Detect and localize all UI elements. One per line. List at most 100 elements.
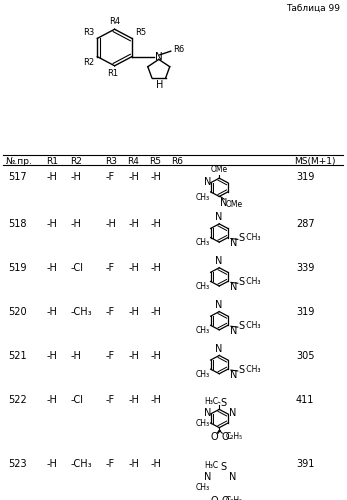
Text: -F: -F bbox=[105, 172, 115, 182]
Text: 391: 391 bbox=[296, 458, 314, 468]
Text: -H: -H bbox=[105, 220, 117, 230]
Text: -H: -H bbox=[47, 351, 58, 361]
Text: R3: R3 bbox=[105, 157, 117, 166]
Text: -H: -H bbox=[151, 351, 161, 361]
Text: R4: R4 bbox=[109, 18, 120, 26]
Text: R1: R1 bbox=[46, 157, 58, 166]
Text: -H: -H bbox=[128, 220, 139, 230]
Text: -H: -H bbox=[151, 458, 161, 468]
Text: N: N bbox=[214, 300, 222, 310]
Text: -H: -H bbox=[47, 220, 58, 230]
Text: R5: R5 bbox=[150, 157, 161, 166]
Text: -H: -H bbox=[71, 220, 82, 230]
Text: 319: 319 bbox=[296, 307, 314, 317]
Text: -CH₃: -CH₃ bbox=[71, 458, 92, 468]
Text: -F: -F bbox=[105, 263, 115, 273]
Text: -H: -H bbox=[151, 263, 161, 273]
Text: ·CH₃: ·CH₃ bbox=[244, 233, 260, 242]
Text: OMe: OMe bbox=[211, 164, 228, 173]
Text: -CH₃: -CH₃ bbox=[71, 307, 92, 317]
Text: -Cl: -Cl bbox=[71, 263, 84, 273]
Text: 411: 411 bbox=[296, 395, 314, 405]
Text: R6: R6 bbox=[171, 157, 184, 166]
Text: S: S bbox=[239, 278, 245, 287]
Text: N: N bbox=[204, 408, 212, 418]
Text: -H: -H bbox=[128, 263, 139, 273]
Text: S: S bbox=[239, 234, 245, 243]
Text: -H: -H bbox=[47, 458, 58, 468]
Text: 523: 523 bbox=[8, 458, 27, 468]
Text: CH₃: CH₃ bbox=[195, 326, 210, 335]
Text: S: S bbox=[220, 398, 226, 408]
Text: -F: -F bbox=[105, 307, 115, 317]
Text: -H: -H bbox=[71, 351, 82, 361]
Text: R4: R4 bbox=[128, 157, 139, 166]
Text: -H: -H bbox=[151, 395, 161, 405]
Text: -H: -H bbox=[128, 172, 139, 182]
Text: -H: -H bbox=[151, 172, 161, 182]
Text: S: S bbox=[220, 462, 226, 472]
Text: 287: 287 bbox=[296, 220, 315, 230]
Text: CH₃: CH₃ bbox=[195, 238, 210, 248]
Text: CH₃: CH₃ bbox=[195, 282, 210, 292]
Text: N: N bbox=[230, 282, 237, 292]
Text: H₃C: H₃C bbox=[204, 460, 218, 469]
Text: N: N bbox=[214, 212, 222, 222]
Text: N: N bbox=[214, 344, 222, 353]
Text: -H: -H bbox=[151, 220, 161, 230]
Text: ·CH₃: ·CH₃ bbox=[244, 321, 260, 330]
Text: -F: -F bbox=[105, 458, 115, 468]
Text: 517: 517 bbox=[8, 172, 27, 182]
Text: -F: -F bbox=[105, 395, 115, 405]
Text: OMe: OMe bbox=[225, 200, 242, 209]
Text: CH₃: CH₃ bbox=[195, 193, 210, 202]
Text: CH₃: CH₃ bbox=[195, 370, 210, 379]
Text: N: N bbox=[220, 198, 228, 208]
Text: ·CH₃: ·CH₃ bbox=[244, 277, 260, 286]
Text: O: O bbox=[221, 432, 229, 442]
Text: 319: 319 bbox=[296, 172, 314, 182]
Text: N: N bbox=[230, 326, 237, 336]
Text: -F: -F bbox=[105, 351, 115, 361]
Text: 339: 339 bbox=[296, 263, 314, 273]
Text: 305: 305 bbox=[296, 351, 314, 361]
Text: N: N bbox=[204, 472, 212, 482]
Text: R2: R2 bbox=[83, 58, 94, 66]
Text: N: N bbox=[230, 370, 237, 380]
Text: MS(M+1): MS(M+1) bbox=[294, 157, 336, 166]
Text: C₂H₅: C₂H₅ bbox=[225, 496, 243, 500]
Text: -H: -H bbox=[47, 172, 58, 182]
Text: №.пр.: №.пр. bbox=[6, 157, 33, 166]
Text: -H: -H bbox=[128, 351, 139, 361]
Text: H: H bbox=[156, 80, 163, 90]
Text: O: O bbox=[221, 496, 229, 500]
Text: -H: -H bbox=[128, 307, 139, 317]
Text: 519: 519 bbox=[8, 263, 26, 273]
Text: -Cl: -Cl bbox=[71, 395, 84, 405]
Text: R3: R3 bbox=[83, 28, 94, 36]
Text: CH₃: CH₃ bbox=[195, 418, 210, 428]
Text: 521: 521 bbox=[8, 351, 27, 361]
Text: Таблица 99: Таблица 99 bbox=[286, 4, 340, 13]
Text: -H: -H bbox=[151, 307, 161, 317]
Text: -H: -H bbox=[128, 458, 139, 468]
Text: O: O bbox=[211, 432, 218, 442]
Text: R2: R2 bbox=[70, 157, 82, 166]
Text: N: N bbox=[229, 408, 236, 418]
Text: H₃C: H₃C bbox=[204, 396, 218, 406]
Text: R1: R1 bbox=[107, 68, 118, 78]
Text: C₂H₅: C₂H₅ bbox=[225, 432, 243, 441]
Text: O: O bbox=[211, 496, 218, 500]
Text: ·CH₃: ·CH₃ bbox=[244, 364, 260, 374]
Text: N: N bbox=[155, 52, 162, 62]
Text: N: N bbox=[230, 238, 237, 248]
Text: S: S bbox=[239, 365, 245, 375]
Text: 522: 522 bbox=[8, 395, 27, 405]
Text: N: N bbox=[214, 256, 222, 266]
Text: 518: 518 bbox=[8, 220, 26, 230]
Text: N: N bbox=[204, 177, 212, 187]
Text: R6: R6 bbox=[173, 45, 184, 54]
Text: -H: -H bbox=[71, 172, 82, 182]
Text: R5: R5 bbox=[135, 28, 146, 36]
Text: S: S bbox=[239, 321, 245, 331]
